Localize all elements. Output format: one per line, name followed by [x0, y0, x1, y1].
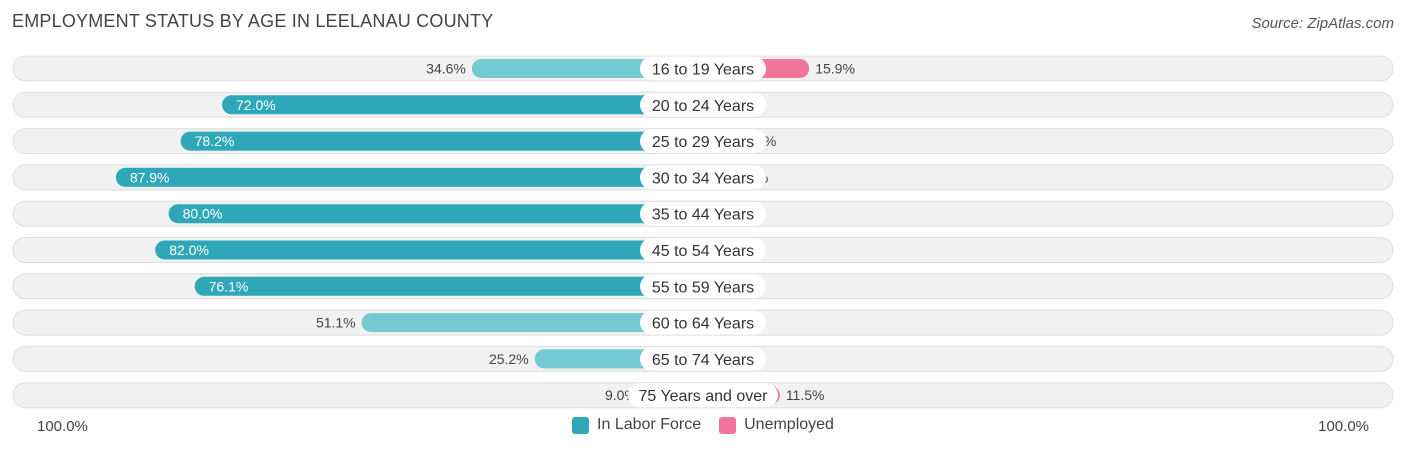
category-pill-20-to-24-years — [640, 92, 766, 117]
axis-right-label: 100.0% — [1318, 418, 1369, 435]
chart-title: EMPLOYMENT STATUS BY AGE IN LEELANAU COU… — [12, 11, 494, 31]
category-label-20-to-24-years: 20 to 24 Years — [652, 98, 754, 115]
category-pill-55-to-59-years — [640, 274, 766, 299]
value-label-unemployed-75-years-and-over: 11.5% — [786, 387, 825, 403]
category-pill-25-to-29-years — [640, 129, 766, 154]
bar-labor-force-20-to-24-years — [222, 95, 704, 115]
legend-label-unemployed: Unemployed — [744, 416, 834, 433]
category-pill-60-to-64-years — [640, 310, 766, 335]
bar-labor-force-55-to-59-years — [194, 276, 704, 296]
legend-label-labor-force: In Labor Force — [597, 416, 702, 433]
value-label-labor-force-55-to-59-years: 76.1% — [209, 278, 249, 294]
category-label-30-to-34-years: 30 to 34 Years — [652, 170, 754, 187]
category-label-16-to-19-years: 16 to 19 Years — [652, 62, 754, 79]
value-label-labor-force-16-to-19-years: 34.6% — [426, 61, 466, 77]
value-label-labor-force-65-to-74-years: 25.2% — [489, 351, 529, 367]
category-pill-45-to-54-years — [640, 238, 766, 262]
legend-item-unemployed[interactable]: Unemployed — [719, 416, 834, 434]
category-pill-65-to-74-years — [640, 346, 766, 371]
bar-labor-force-25-to-29-years — [180, 131, 703, 151]
category-label-45-to-54-years: 45 to 54 Years — [652, 243, 754, 260]
legend-item-labor-force[interactable]: In Labor Force — [572, 416, 701, 434]
legend-swatch-unemployed — [719, 416, 737, 434]
bar-labor-force-60-to-64-years — [361, 313, 703, 333]
bar-labor-force-45-to-54-years — [155, 240, 704, 260]
axis-left-label: 100.0% — [37, 418, 88, 435]
category-label-75-years-and-over: 75 Years and over — [639, 388, 769, 405]
value-label-unemployed-16-to-19-years: 15.9% — [815, 61, 855, 77]
legend: In Labor Force Unemployed — [0, 416, 1406, 434]
category-label-55-to-59-years: 55 to 59 Years — [652, 279, 754, 296]
category-label-65-to-74-years: 65 to 74 Years — [652, 352, 754, 369]
value-label-labor-force-20-to-24-years: 72.0% — [236, 97, 276, 113]
source-note: Source: ZipAtlas.com — [1251, 15, 1394, 32]
bar-labor-force-30-to-34-years — [115, 167, 703, 187]
category-label-60-to-64-years: 60 to 64 Years — [652, 316, 754, 333]
value-label-labor-force-35-to-44-years: 80.0% — [183, 206, 223, 222]
category-label-25-to-29-years: 25 to 29 Years — [652, 134, 754, 151]
category-pill-30-to-34-years — [640, 165, 766, 190]
value-label-labor-force-30-to-34-years: 87.9% — [130, 169, 170, 185]
category-pill-35-to-44-years — [640, 201, 766, 226]
category-pill-16-to-19-years — [640, 56, 766, 81]
category-label-35-to-44-years: 35 to 44 Years — [652, 207, 754, 224]
bar-labor-force-35-to-44-years — [168, 204, 704, 224]
category-pill-75-years-and-over — [628, 383, 778, 408]
legend-swatch-labor-force — [572, 416, 590, 434]
value-label-labor-force-60-to-64-years: 51.1% — [316, 315, 356, 331]
value-label-labor-force-25-to-29-years: 78.2% — [195, 133, 235, 149]
value-label-labor-force-45-to-54-years: 82.0% — [169, 242, 209, 258]
